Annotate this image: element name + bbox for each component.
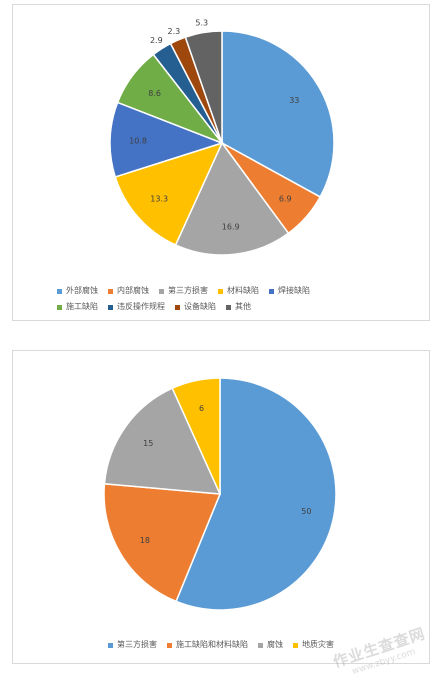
legend-label-1-8: 其他 — [235, 302, 251, 311]
legend-swatch-1-6 — [108, 304, 113, 310]
legend-label-1-1: 内部腐蚀 — [117, 286, 149, 295]
data-label-1-0: 33 — [289, 96, 299, 105]
legend-swatch-2-1 — [167, 642, 172, 648]
data-label-1-2: 16.9 — [222, 223, 240, 232]
pie-slice-1-2 — [174, 141, 290, 256]
legend-swatch-2-3 — [293, 642, 298, 648]
data-label-1-5: 8.6 — [148, 89, 161, 98]
legend-item-1-7: 设备缺陷 — [175, 299, 216, 315]
pie-slice-2-3 — [171, 377, 221, 495]
pie-slice-2-2 — [103, 387, 222, 495]
legend-item-2-1: 施工缺陷和材料缺陷 — [167, 637, 248, 653]
legend-item-2-3: 地质灾害 — [293, 637, 334, 653]
legend-swatch-1-7 — [175, 304, 180, 310]
pie-slice-2-0 — [175, 377, 337, 611]
legend-swatch-1-3 — [218, 288, 223, 294]
data-label-2-3: 6 — [199, 404, 204, 413]
legend-label-1-3: 材料缺陷 — [227, 286, 259, 295]
legend-item-1-8: 其他 — [226, 299, 251, 315]
legend-swatch-1-4 — [269, 288, 274, 294]
legend-label-1-4: 焊接缺陷 — [278, 286, 310, 295]
legend-label-1-2: 第三方损害 — [168, 286, 208, 295]
legend-item-1-6: 违反操作规程 — [108, 299, 165, 315]
legend-label-1-6: 违反操作规程 — [117, 302, 165, 311]
data-label-1-6: 2.9 — [150, 36, 163, 45]
legend-item-1-3: 材料缺陷 — [218, 283, 259, 299]
legend-item-1-0: 外部腐蚀 — [57, 283, 98, 299]
legend-swatch-1-1 — [108, 288, 113, 294]
pie-slice-2-1 — [103, 482, 222, 603]
data-label-1-3: 13.3 — [150, 195, 168, 204]
legend-label-2-2: 腐蚀 — [267, 640, 283, 649]
legend-label-1-0: 外部腐蚀 — [66, 286, 98, 295]
data-label-2-0: 50 — [301, 507, 311, 516]
legend-item-1-1: 内部腐蚀 — [108, 283, 149, 299]
legend-label-2-3: 地质灾害 — [302, 640, 334, 649]
legend-label-1-5: 施工缺陷 — [66, 302, 98, 311]
data-label-1-4: 10.8 — [129, 136, 147, 145]
pie-slice-1-0 — [221, 30, 335, 198]
pie-slice-1-4 — [109, 101, 225, 178]
legend-item-2-0: 第三方损害 — [108, 637, 157, 653]
legend-label-2-1: 施工缺陷和材料缺陷 — [176, 640, 248, 649]
pie-chart-1: 33 6.9 16.9 13.3 10.8 8.6 2.9 2.3 5.3 — [109, 19, 335, 256]
chart-panel-1: 33 6.9 16.9 13.3 10.8 8.6 2.9 2.3 5.3 外部腐蚀 内部腐蚀 第三… — [12, 4, 430, 321]
legend-swatch-1-5 — [57, 304, 62, 310]
pie-slice-1-8 — [184, 30, 223, 144]
legend-1: 外部腐蚀 内部腐蚀 第三方损害 材料缺陷 焊接缺陷施工缺陷 违反操作规程 设备缺陷 其他 — [13, 283, 429, 315]
legend-swatch-1-0 — [57, 288, 62, 294]
data-label-1-8: 5.3 — [195, 19, 208, 28]
legend-item-1-2: 第三方损害 — [159, 283, 208, 299]
data-label-2-2: 15 — [143, 439, 153, 448]
legend-item-2-2: 腐蚀 — [258, 637, 283, 653]
legend-label-1-7: 设备缺陷 — [184, 302, 216, 311]
legend-swatch-2-0 — [108, 642, 113, 648]
legend-swatch-1-8 — [226, 304, 231, 310]
data-label-2-1: 18 — [140, 536, 150, 545]
legend-label-2-0: 第三方损害 — [117, 640, 157, 649]
data-label-1-7: 2.3 — [168, 27, 181, 36]
pie-chart-2: 50 18 15 6 — [103, 377, 337, 611]
chart-panel-2: 50 18 15 6 第三方损害 施工缺陷和材料缺陷 腐蚀 地质灾害 — [12, 350, 430, 664]
legend-swatch-2-2 — [258, 642, 263, 648]
data-label-1-1: 6.9 — [279, 194, 292, 203]
legend-swatch-1-2 — [159, 288, 164, 294]
legend-item-1-5: 施工缺陷 — [57, 299, 98, 315]
legend-2: 第三方损害 施工缺陷和材料缺陷 腐蚀 地质灾害 — [13, 637, 429, 653]
legend-item-1-4: 焊接缺陷 — [269, 283, 310, 299]
